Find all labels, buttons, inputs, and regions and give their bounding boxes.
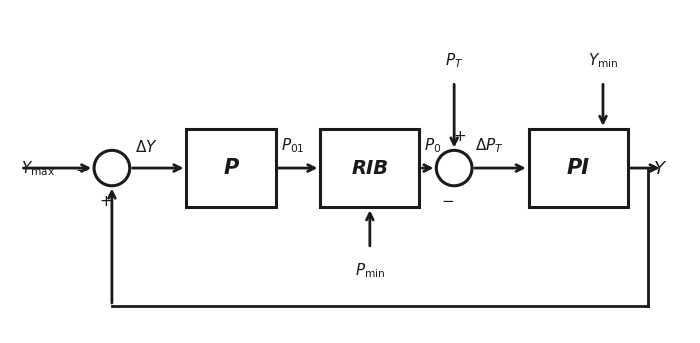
Text: $P_{01}$: $P_{01}$ [281, 137, 304, 155]
Text: RIB: RIB [351, 158, 388, 178]
Text: $P_0$: $P_0$ [424, 137, 442, 155]
Text: $Y_{\mathrm{min}}$: $Y_{\mathrm{min}}$ [588, 51, 618, 70]
Text: $P_{\mathrm{min}}$: $P_{\mathrm{min}}$ [355, 261, 385, 280]
Bar [528, 129, 628, 208]
Circle shape [436, 150, 472, 186]
Text: −: − [442, 194, 454, 209]
Text: +: + [99, 194, 112, 209]
Text: $Y$: $Y$ [652, 160, 667, 178]
Text: $\Delta P_T$: $\Delta P_T$ [475, 137, 504, 155]
Text: $Y_{\mathrm{max}}$: $Y_{\mathrm{max}}$ [20, 159, 55, 178]
Bar [320, 129, 419, 208]
Circle shape [94, 150, 130, 186]
Text: $P_T$: $P_T$ [445, 51, 463, 70]
Text: −: − [76, 163, 88, 178]
Text: $\Delta Y$: $\Delta Y$ [134, 139, 158, 155]
Text: PI: PI [567, 158, 589, 178]
Bar [186, 129, 276, 208]
Text: P: P [223, 158, 239, 178]
Text: +: + [454, 129, 466, 144]
